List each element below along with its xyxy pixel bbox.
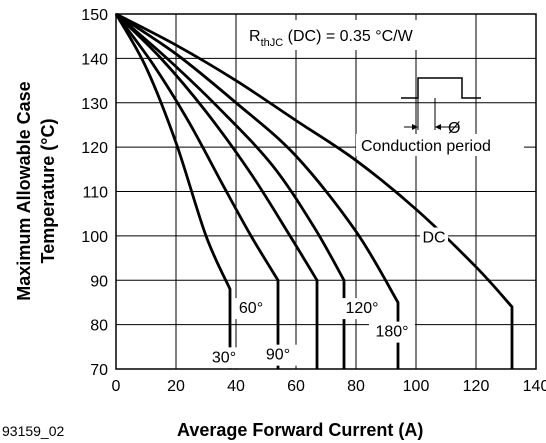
series-label: 60°: [239, 300, 263, 317]
grid-lines: [116, 14, 536, 369]
conduction-period-inset: Ø Conduction period: [356, 77, 524, 156]
series-label: 180°: [375, 324, 408, 341]
series-line-120deg: [115, 12, 346, 369]
conduction-label-bg: [356, 134, 524, 156]
x-axis-title: Average Forward Current (A): [177, 420, 423, 440]
series-line-dc: [115, 12, 514, 369]
series-label-bg: [232, 298, 270, 320]
rthjc-annotation: RthJC (DC) = 0.35 °C/W: [243, 20, 461, 50]
series-label: 30°: [212, 349, 236, 366]
y-tick-label: 120: [81, 140, 108, 157]
series-group: [114, 12, 514, 369]
y-tick-label: 100: [81, 229, 108, 246]
rthjc-subscript: thJC: [261, 37, 284, 49]
y-tick-label: 70: [90, 362, 108, 379]
conduction-symbol: Ø: [448, 120, 460, 137]
tick-labels: 0 20 40 60 80 100 120 140 70 80 90 100 110 120 130 140 1…: [81, 7, 546, 395]
series-labels: 30° 60° 90° 120° 180° DC: [205, 227, 448, 369]
plot-frame: [115, 13, 537, 370]
rthjc-annotation-bg: [243, 20, 461, 50]
series-label-bg: [369, 321, 415, 343]
series-line-90deg: [115, 13, 319, 369]
y-tick-label: 80: [90, 318, 108, 335]
conduction-pulse: [401, 77, 481, 99]
x-tick-label: 100: [403, 378, 430, 395]
x-tick-label: 20: [167, 378, 185, 395]
x-tick-label: 0: [112, 378, 121, 395]
y-axis-title-line1: Maximum Allowable Case: [14, 81, 34, 300]
y-tick-label: 130: [81, 96, 108, 113]
series-label-bg: [420, 227, 448, 249]
series-line-60deg: [114, 13, 280, 369]
series-label-bg: [339, 298, 385, 320]
series-line-180deg: [115, 12, 400, 369]
x-tick-label: 60: [287, 378, 305, 395]
series-label: 120°: [345, 300, 378, 317]
rthjc-annotation-text: RthJC (DC) = 0.35 °C/W: [249, 28, 414, 49]
y-tick-label: 90: [90, 273, 108, 290]
rthjc-suffix: (DC) = 0.35 °C/W: [283, 28, 413, 45]
conduction-arrowhead-left: [412, 124, 418, 130]
x-tick-label: 40: [227, 378, 245, 395]
x-tick-label: 120: [463, 378, 490, 395]
series-line-30deg: [114, 13, 232, 369]
series-label: DC: [422, 230, 445, 247]
x-tick-label: 140: [523, 378, 546, 395]
conduction-arrowhead-right: [435, 124, 441, 130]
series-label: 90°: [266, 347, 290, 364]
rthjc-prefix: R: [249, 28, 261, 45]
conduction-label: Conduction period: [361, 138, 491, 155]
y-tick-label: 150: [81, 7, 108, 24]
series-label-bg: [205, 347, 243, 369]
figure-id: 93159_02: [2, 423, 65, 439]
y-tick-label: 140: [81, 51, 108, 68]
y-tick-label: 110: [82, 185, 108, 202]
y-axis-title-line2: Temperature (°C): [38, 119, 58, 264]
x-tick-label: 80: [347, 378, 365, 395]
series-label-bg: [259, 344, 297, 366]
